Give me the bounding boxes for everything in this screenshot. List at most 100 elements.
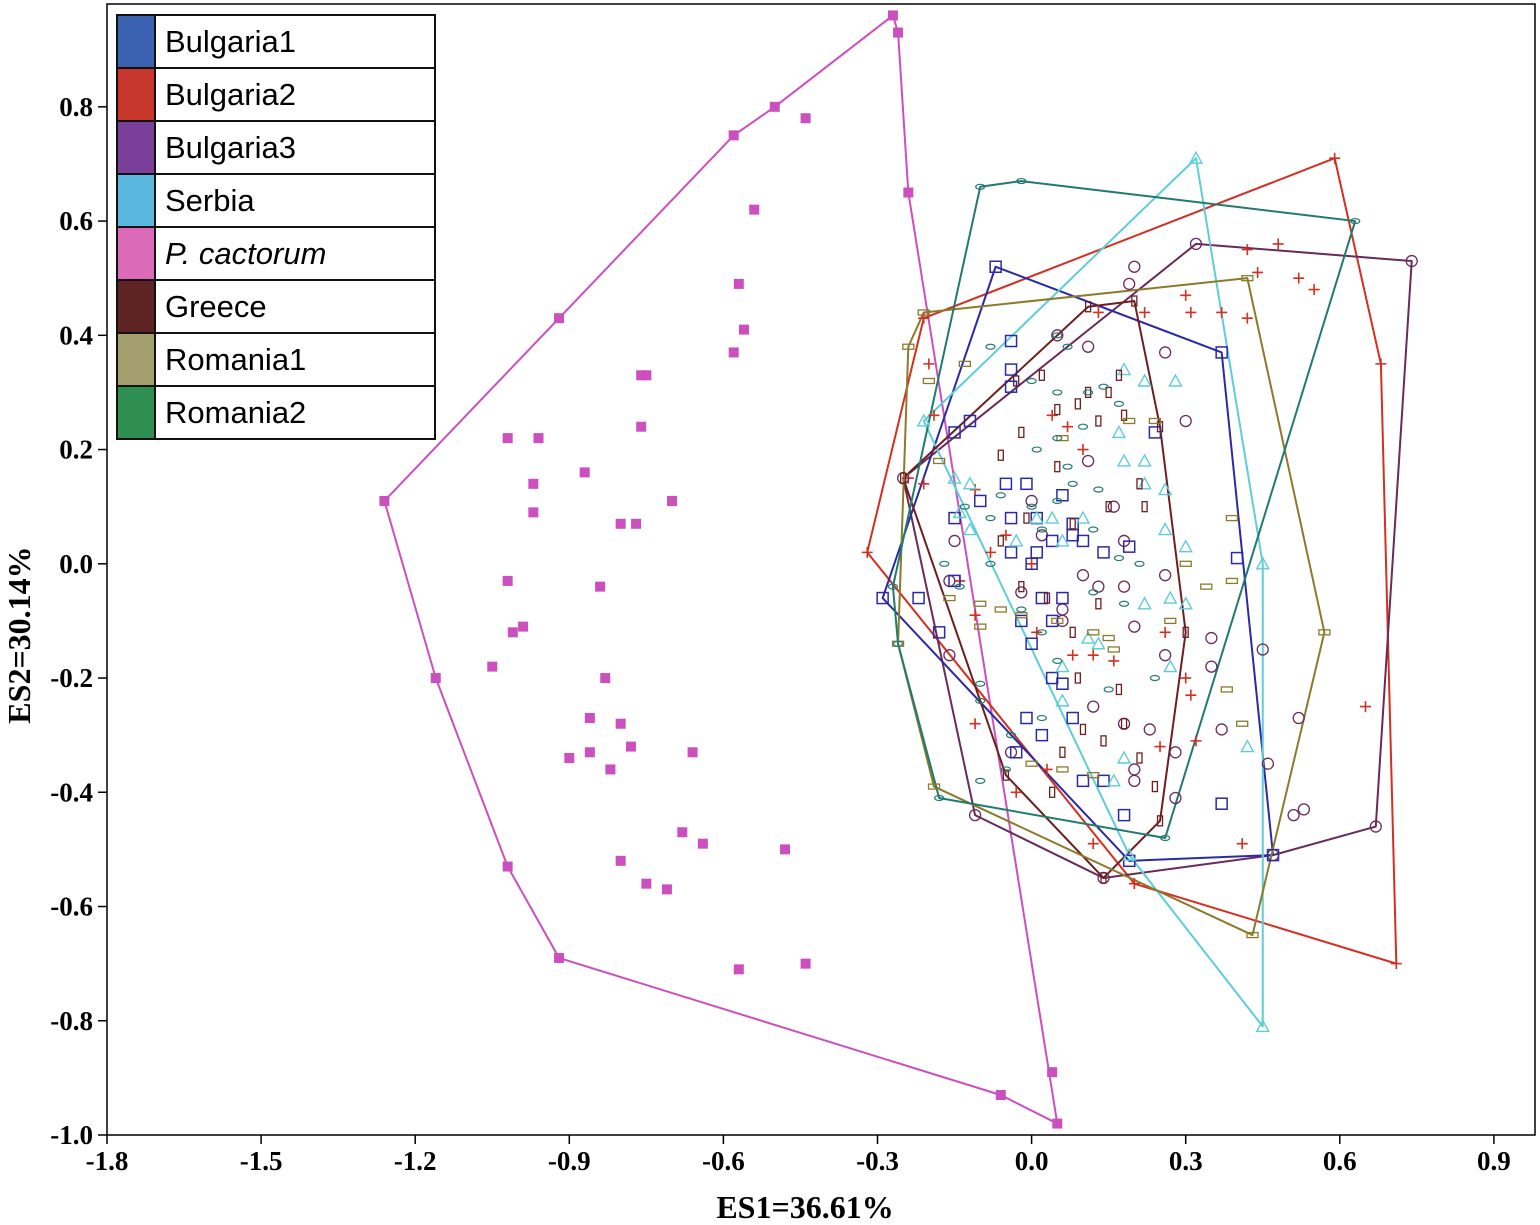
p-cactorum-point — [667, 495, 678, 506]
x-tick-label: -0.3 — [856, 1146, 899, 1176]
romania1-point — [1318, 629, 1331, 636]
x-tick-label: -1.5 — [240, 1146, 283, 1176]
legend-swatch — [116, 14, 156, 69]
bulgaria1-point — [1056, 677, 1069, 690]
y-tick-label: -0.4 — [50, 777, 93, 807]
romania2-point — [1000, 766, 1012, 773]
bulgaria2-point — [1067, 649, 1079, 661]
p-cactorum-point — [728, 130, 739, 141]
bulgaria2-point — [1390, 958, 1402, 970]
romania1-point — [994, 606, 1007, 613]
romania1-point — [958, 360, 971, 368]
romania1-point — [927, 783, 941, 790]
y-tick-label: -0.6 — [50, 892, 93, 922]
greece-point — [1038, 369, 1046, 381]
romania1-point — [1087, 629, 1100, 636]
serbia-point — [947, 470, 962, 484]
bulgaria1-point — [1025, 557, 1038, 571]
bulgaria2-point — [1087, 649, 1099, 661]
romania2-point — [1052, 657, 1063, 664]
bulgaria3-point — [1287, 808, 1300, 822]
p-cactorum-point — [502, 433, 513, 444]
romania2-point — [985, 514, 996, 522]
bulgaria2-point — [1272, 238, 1284, 250]
romania1-point — [1051, 617, 1064, 625]
romania2-point — [1067, 480, 1078, 487]
romania2-point — [1031, 446, 1042, 453]
bulgaria3-point — [1179, 414, 1192, 428]
serbia-point — [1157, 482, 1173, 496]
greece-point — [1115, 369, 1123, 381]
bulgaria2-point — [969, 609, 981, 621]
greece-point — [1105, 386, 1112, 399]
romania2-point — [1103, 686, 1114, 693]
p-cactorum-point — [641, 370, 652, 381]
p-cactorum-point — [1047, 1067, 1058, 1078]
bulgaria3-point — [1128, 774, 1141, 787]
p-cactorum-point — [733, 278, 744, 289]
x-axis: -1.8 -1.5 -1.2 -0.9 -0.6 -0.3 0.0 0.3 0.6 0.9 — [86, 1135, 1511, 1176]
p-cactorum-point — [728, 347, 739, 358]
bulgaria1-point — [932, 626, 946, 639]
romania2-point — [1005, 732, 1017, 739]
romania2-point — [975, 777, 986, 784]
bulgaria1-point — [876, 591, 889, 605]
romania2-point — [1118, 600, 1130, 607]
bulgaria2-point — [1190, 735, 1202, 747]
greece-point — [900, 472, 907, 484]
p-cactorum-point — [903, 187, 914, 198]
p-cactorum-point — [749, 204, 760, 215]
p-cactorum-point — [554, 313, 565, 324]
legend-item-romania1: Romania1 — [116, 332, 436, 387]
p-cactorum-point — [579, 467, 590, 478]
bulgaria3-point — [1051, 329, 1064, 342]
legend-label: Bulgaria1 — [165, 24, 296, 59]
bulgaria2-point — [1087, 838, 1099, 850]
serbia-point — [1163, 659, 1178, 673]
bulgaria1-point — [1004, 334, 1018, 348]
p-cactorum-point — [893, 27, 904, 38]
bulgaria3-point — [1405, 254, 1418, 268]
bulgaria3-point — [1123, 277, 1136, 291]
y-tick-label: -0.8 — [50, 1006, 93, 1036]
legend-swatch — [116, 279, 156, 334]
bulgaria2-point — [1241, 312, 1253, 324]
greece-hull — [902, 300, 1187, 879]
bulgaria1-point — [999, 477, 1013, 491]
legend-label-box — [154, 14, 436, 69]
romania2-point — [1052, 435, 1063, 442]
serbia-point — [952, 504, 967, 519]
greece-point — [997, 535, 1004, 547]
bulgaria3-point — [1205, 631, 1218, 645]
serbia-point — [1075, 510, 1091, 524]
bulgaria1-point — [1122, 854, 1136, 868]
x-tick-label: -0.9 — [548, 1146, 591, 1176]
greece-point — [1074, 398, 1081, 410]
greece-point — [1120, 718, 1128, 730]
p-cactorum-point — [584, 747, 595, 758]
legend-label-box — [154, 173, 436, 228]
p-cactorum-point — [615, 718, 626, 729]
p-cactorum-point — [564, 753, 575, 763]
p-cactorum-point — [697, 838, 708, 849]
bulgaria1-point — [963, 414, 977, 428]
romania2-point — [985, 560, 996, 567]
romania1-point — [974, 600, 987, 607]
bulgaria1-point — [1004, 363, 1018, 376]
p-cactorum-point — [595, 581, 606, 592]
serbia-point — [916, 413, 931, 427]
romania1-point — [932, 457, 946, 465]
bulgaria1-point — [989, 260, 1002, 274]
romania2-point — [1160, 834, 1171, 842]
bulgaria3-point — [1159, 649, 1172, 662]
romania1-point — [1225, 514, 1239, 522]
y-tick-label: 0.8 — [59, 92, 93, 122]
romania2-hull — [891, 180, 1357, 839]
greece-point — [1131, 295, 1138, 307]
bulgaria2-point — [1359, 701, 1371, 713]
p-cactorum-point — [636, 370, 647, 381]
romania1-point — [1123, 417, 1136, 425]
greece-point — [1136, 752, 1143, 764]
bulgaria2-point — [1062, 421, 1074, 433]
serbia-point — [962, 476, 978, 490]
